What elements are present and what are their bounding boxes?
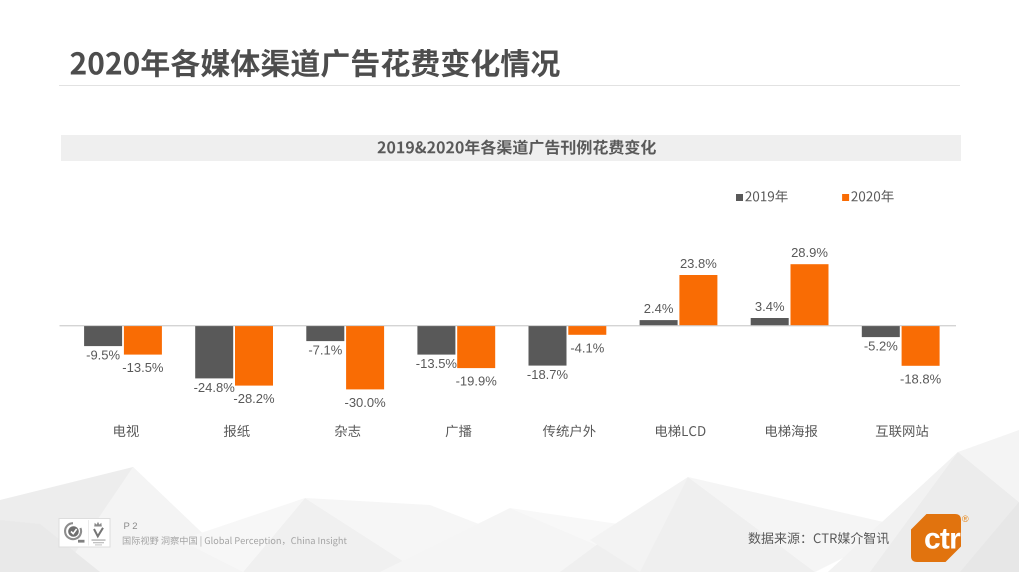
svg-text:-4.1%: -4.1%: [570, 340, 604, 355]
svg-text:P 2: P 2: [124, 521, 138, 532]
svg-text:-9.5%: -9.5%: [86, 348, 120, 363]
svg-text:-28.2%: -28.2%: [233, 391, 275, 406]
svg-text:-19.9%: -19.9%: [456, 374, 498, 389]
svg-text:2.4%: 2.4%: [644, 301, 674, 316]
svg-text:-7.1%: -7.1%: [308, 343, 342, 358]
svg-text:-13.5%: -13.5%: [122, 360, 164, 375]
svg-text:-30.0%: -30.0%: [344, 395, 386, 410]
svg-text:28.9%: 28.9%: [791, 245, 828, 260]
svg-text:3.4%: 3.4%: [755, 299, 785, 314]
svg-text:-18.7%: -18.7%: [527, 367, 569, 382]
svg-text:23.8%: 23.8%: [680, 256, 717, 271]
svg-text:-13.5%: -13.5%: [416, 356, 458, 371]
svg-text:-24.8%: -24.8%: [194, 380, 236, 395]
svg-text:®: ®: [962, 514, 969, 524]
svg-text:ctr: ctr: [924, 523, 961, 556]
svg-text:-5.2%: -5.2%: [864, 339, 898, 354]
svg-text:-18.8%: -18.8%: [900, 371, 942, 386]
